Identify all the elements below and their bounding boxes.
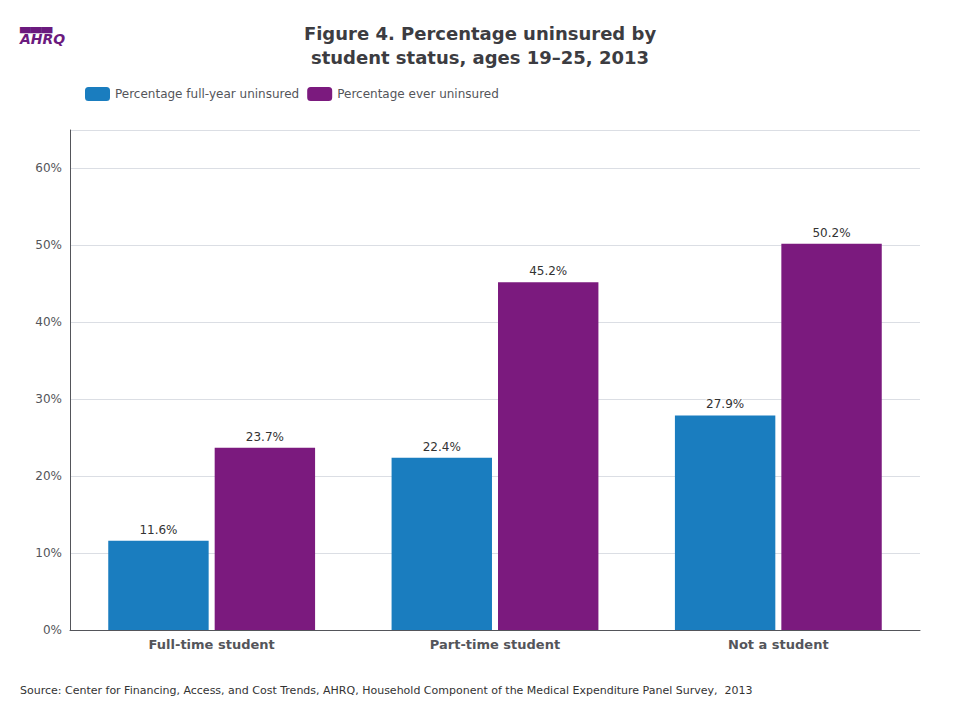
svg-text:AHRQ: AHRQ [19,31,65,47]
svg-text:45.2%: 45.2% [529,264,567,278]
svg-text:Percentage ever uninsured: Percentage ever uninsured [337,87,499,101]
svg-text:20%: 20% [35,469,62,483]
svg-text:10%: 10% [35,546,62,560]
svg-text:50%: 50% [35,238,62,252]
svg-text:student status, ages 19–25, 20: student status, ages 19–25, 2013 [311,47,649,68]
svg-text:22.4%: 22.4% [423,440,461,454]
svg-text:0%: 0% [43,623,62,637]
svg-text:60%: 60% [35,161,62,175]
svg-text:Part-time student: Part-time student [430,637,560,652]
svg-text:Figure 4. Percentage uninsured: Figure 4. Percentage uninsured by [304,23,656,44]
svg-text:11.6%: 11.6% [139,523,177,537]
svg-text:30%: 30% [35,392,62,406]
svg-text:50.2%: 50.2% [812,226,850,240]
svg-text:Full-time student: Full-time student [149,637,275,652]
svg-text:Percentage full-year uninsured: Percentage full-year uninsured [115,87,299,101]
svg-text:23.7%: 23.7% [246,430,284,444]
svg-text:Source: Center for Financing,: Source: Center for Financing, Access, an… [20,684,752,697]
svg-text:40%: 40% [35,315,62,329]
svg-text:Not a student: Not a student [728,637,829,652]
svg-text:27.9%: 27.9% [706,397,744,411]
